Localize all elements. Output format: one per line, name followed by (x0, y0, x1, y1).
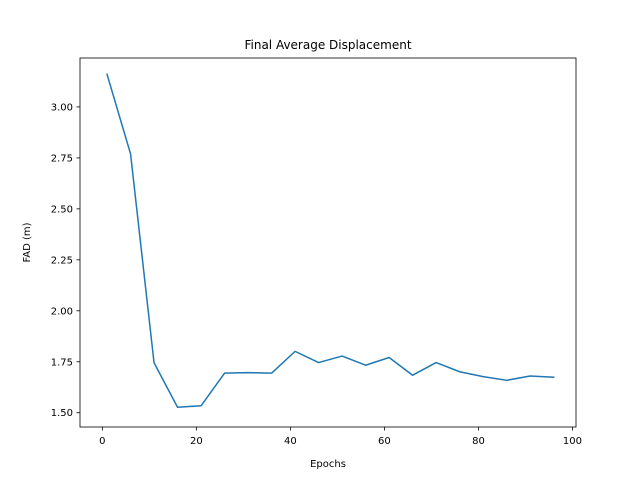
x-tick-label: 60 (378, 436, 391, 447)
y-tick-label: 1.50 (51, 408, 73, 419)
y-tick-label: 2.75 (51, 153, 73, 164)
x-tick-label: 80 (472, 436, 485, 447)
chart-title: Final Average Displacement (244, 38, 411, 52)
y-tick-label: 1.75 (51, 357, 73, 368)
series-line (106, 73, 555, 408)
x-tick-label: 20 (190, 436, 203, 447)
y-tick-label: 2.50 (51, 204, 73, 215)
plot-frame (79, 57, 577, 428)
y-axis-label: FAD (m) (22, 222, 33, 262)
x-axis-label: Epochs (310, 459, 346, 470)
x-tick-label: 100 (563, 436, 582, 447)
y-tick-label: 3.00 (51, 102, 73, 113)
x-tick-label: 40 (284, 436, 297, 447)
y-tick-label: 2.25 (51, 255, 73, 266)
y-tick-label: 2.00 (51, 306, 73, 317)
plot-area: 0 20 40 60 80 100 1.50 1.75 2.00 2.25 2.50 2.75 3.00 (51, 73, 582, 447)
x-tick-label: 0 (99, 436, 105, 447)
